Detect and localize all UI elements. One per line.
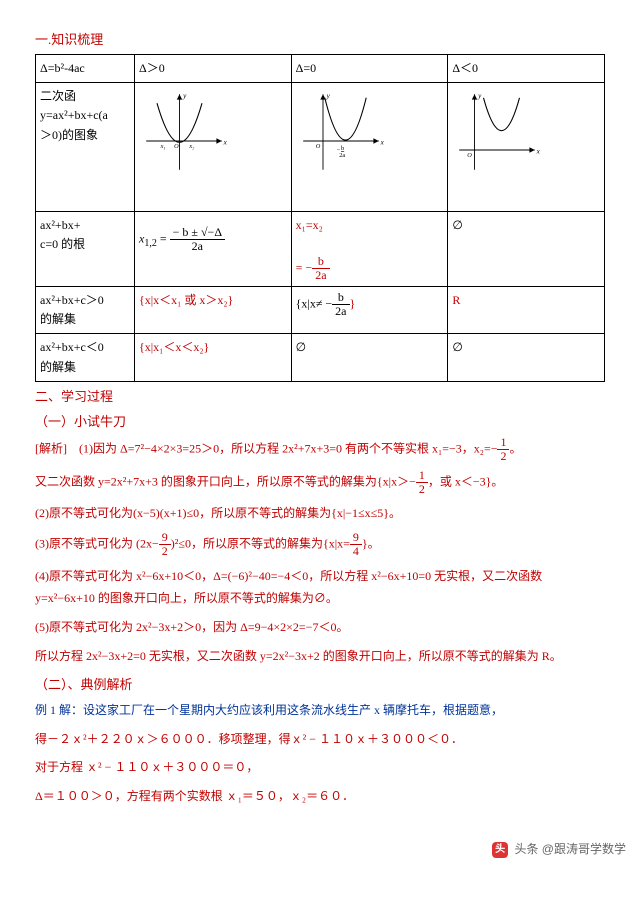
para-10: 对于方程 ｘ² − １１０ｘ＋３０００＝０， xyxy=(35,756,605,779)
body-text: [解析] (1)因为 Δ=7²−4×2×3=25＞0，所以方程 2x²+7x+3… xyxy=(35,436,605,808)
para-1: [解析] (1)因为 Δ=7²−4×2×3=25＞0，所以方程 2x²+7x+3… xyxy=(35,436,605,463)
subsection-1: （一）小试牛刀 xyxy=(35,411,605,430)
svg-text:x₂: x₂ xyxy=(188,143,195,150)
footer-logo-icon: 头 xyxy=(492,842,508,858)
th-gt0: Δ＞0 xyxy=(135,55,292,83)
svg-text:y: y xyxy=(182,92,187,100)
svg-text:O: O xyxy=(468,152,473,159)
svg-text:x: x xyxy=(536,148,541,156)
roots-formula: x1,2 = − b ± √−Δ2a xyxy=(135,212,292,287)
th-eq0: Δ=0 xyxy=(291,55,448,83)
row-lt-label: ax²+bx+c＜0 的解集 xyxy=(36,334,135,381)
table-row: ax²+bx+c＞0 的解集 {x|x＜x₁ 或 x＞x₂} {x|x≠ −b2… xyxy=(36,286,605,333)
table-row: 二次函 y=ax²+bx+c(a ＞0)的图象 x y O x₁ x₂ xyxy=(36,83,605,212)
gt-set-two: {x|x＜x₁ 或 x＞x₂} xyxy=(135,286,292,333)
roots-empty: ∅ xyxy=(448,212,605,287)
graph-one-root: x y O − b 2a xyxy=(291,83,448,212)
graph-no-root: x y O xyxy=(448,83,605,212)
summary-table: Δ=b²-4ac Δ＞0 Δ=0 Δ＜0 二次函 y=ax²+bx+c(a ＞0… xyxy=(35,54,605,382)
table-row: Δ=b²-4ac Δ＞0 Δ=0 Δ＜0 xyxy=(36,55,605,83)
lt-set-empty1: ∅ xyxy=(291,334,448,381)
para-6: (5)原不等式可化为 2x²−3x+2＞0，因为 Δ=9−4×2×2=−7＜0。 xyxy=(35,616,605,639)
para-3: (2)原不等式可化为(x−5)(x+1)≤0，所以原不等式的解集为{x|−1≤x… xyxy=(35,502,605,525)
svg-text:x₁: x₁ xyxy=(160,143,166,150)
subsection-2: （二）、典例解析 xyxy=(35,674,605,693)
lt-set-empty2: ∅ xyxy=(448,334,605,381)
footer-text: 头条 @跟涛哥学数学 xyxy=(514,842,626,856)
page-content: 一.知识梳理 Δ=b²-4ac Δ＞0 Δ=0 Δ＜0 二次函 y=ax²+bx… xyxy=(0,0,640,834)
svg-text:2a: 2a xyxy=(339,152,345,159)
row-gt-label: ax²+bx+c＞0 的解集 xyxy=(36,286,135,333)
para-11: Δ＝１００＞０，方程有两个实数根 ｘ₁＝５０，ｘ₂＝６０． xyxy=(35,785,605,808)
roots-equal: x₁=x₂ = −b2a xyxy=(291,212,448,287)
para-4: (3)原不等式可化为 (2x−92)²≤0，所以原不等式的解集为{x|x=94}… xyxy=(35,531,605,558)
th-delta: Δ=b²-4ac xyxy=(36,55,135,83)
th-lt0: Δ＜0 xyxy=(448,55,605,83)
svg-text:O: O xyxy=(174,143,179,150)
para-5: (4)原不等式可化为 x²−6x+10＜0，Δ=(−6)²−40=−4＜0，所以… xyxy=(35,565,605,611)
lt-set-interval: {x|x₁＜x＜x₂} xyxy=(135,334,292,381)
section-2-heading: 二、学习过程 xyxy=(35,386,605,405)
para-9: 得－２ｘ²＋２２０ｘ＞６０００．移项整理，得ｘ² − １１０ｘ＋３０００＜０． xyxy=(35,728,605,751)
section-1-heading: 一.知识梳理 xyxy=(35,29,605,48)
para-2: 又二次函数 y=2x²+7x+3 的图象开口向上，所以原不等式的解集为{x|x＞… xyxy=(35,469,605,496)
table-row: ax²+bx+ c=0 的根 x1,2 = − b ± √−Δ2a x₁=x₂ … xyxy=(36,212,605,287)
svg-text:y: y xyxy=(477,92,482,100)
row-graph-label: 二次函 y=ax²+bx+c(a ＞0)的图象 xyxy=(36,83,135,212)
svg-text:O: O xyxy=(315,143,320,150)
gt-set-one: {x|x≠ −b2a} xyxy=(291,286,448,333)
table-row: ax²+bx+c＜0 的解集 {x|x₁＜x＜x₂} ∅ ∅ xyxy=(36,334,605,381)
gt-set-all: R xyxy=(448,286,605,333)
svg-text:y: y xyxy=(325,92,330,100)
svg-text:x: x xyxy=(223,139,228,147)
page-footer: 头 头条 @跟涛哥学数学 xyxy=(0,834,640,866)
row-roots-label: ax²+bx+ c=0 的根 xyxy=(36,212,135,287)
para-7: 所以方程 2x²−3x+2=0 无实根，又二次函数 y=2x²−3x+2 的图象… xyxy=(35,645,605,668)
svg-text:x: x xyxy=(379,139,384,147)
graph-two-roots: x y O x₁ x₂ xyxy=(135,83,292,212)
svg-text:b: b xyxy=(341,145,344,152)
para-8: 例 1 解：设这家工厂在一个星期内大约应该利用这条流水线生产 x 辆摩托车，根据… xyxy=(35,699,605,722)
